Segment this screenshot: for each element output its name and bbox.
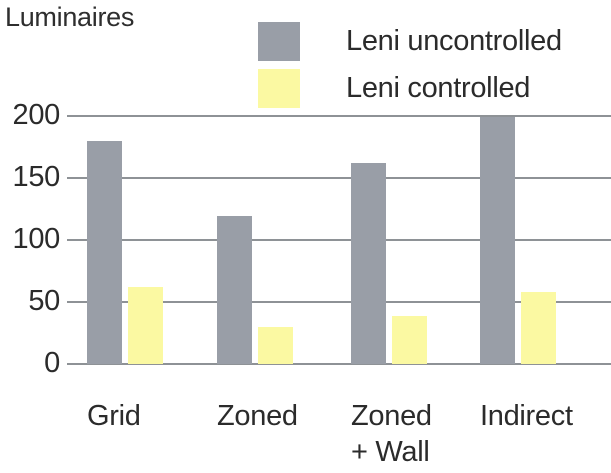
bar-indirect-leni-uncontrolled: [480, 117, 515, 364]
legend-row-controlled: Leni controlled: [258, 69, 562, 108]
gridline-150: [67, 177, 611, 179]
bar-grid-leni-uncontrolled: [87, 140, 122, 364]
bar-zoned-wall-leni-uncontrolled: [351, 163, 386, 364]
bar-grid-leni-controlled: [128, 287, 163, 364]
bar-zoned-leni-uncontrolled: [217, 216, 252, 364]
legend-label-controlled: Leni controlled: [346, 72, 531, 104]
plot-area: [67, 115, 611, 365]
bar-zoned-wall-leni-controlled: [392, 315, 427, 364]
y-tick-label-0: 0: [44, 346, 60, 379]
gridline-0: [67, 363, 611, 365]
legend-swatch-uncontrolled: [258, 22, 300, 61]
x-axis-label-indirect: Indirect: [480, 400, 573, 432]
bar-indirect-leni-controlled: [521, 292, 556, 364]
legend-label-uncontrolled: Leni uncontrolled: [346, 25, 562, 57]
legend-swatch-controlled: [258, 69, 300, 108]
x-axis-label-grid: Grid: [87, 400, 141, 432]
gridline-200: [67, 115, 611, 117]
x-axis-label-zoned: Zoned: [217, 400, 298, 432]
legend-row-uncontrolled: Leni uncontrolled: [258, 22, 562, 61]
x-axis-label-zoned-wall: Zoned + Wall: [351, 400, 432, 468]
y-tick-label-150: 150: [12, 160, 61, 193]
gridline-100: [67, 239, 611, 241]
chart-title: Luminaires: [5, 2, 135, 32]
legend: Leni uncontrolled Leni controlled: [258, 22, 562, 116]
y-tick-label-50: 50: [28, 284, 60, 317]
gridline-50: [67, 301, 611, 303]
bar-zoned-leni-controlled: [258, 326, 293, 364]
y-axis-tick-labels: 0 50 100 150 200: [0, 99, 61, 379]
y-tick-label-200: 200: [12, 98, 61, 131]
y-tick-label-100: 100: [12, 222, 61, 255]
